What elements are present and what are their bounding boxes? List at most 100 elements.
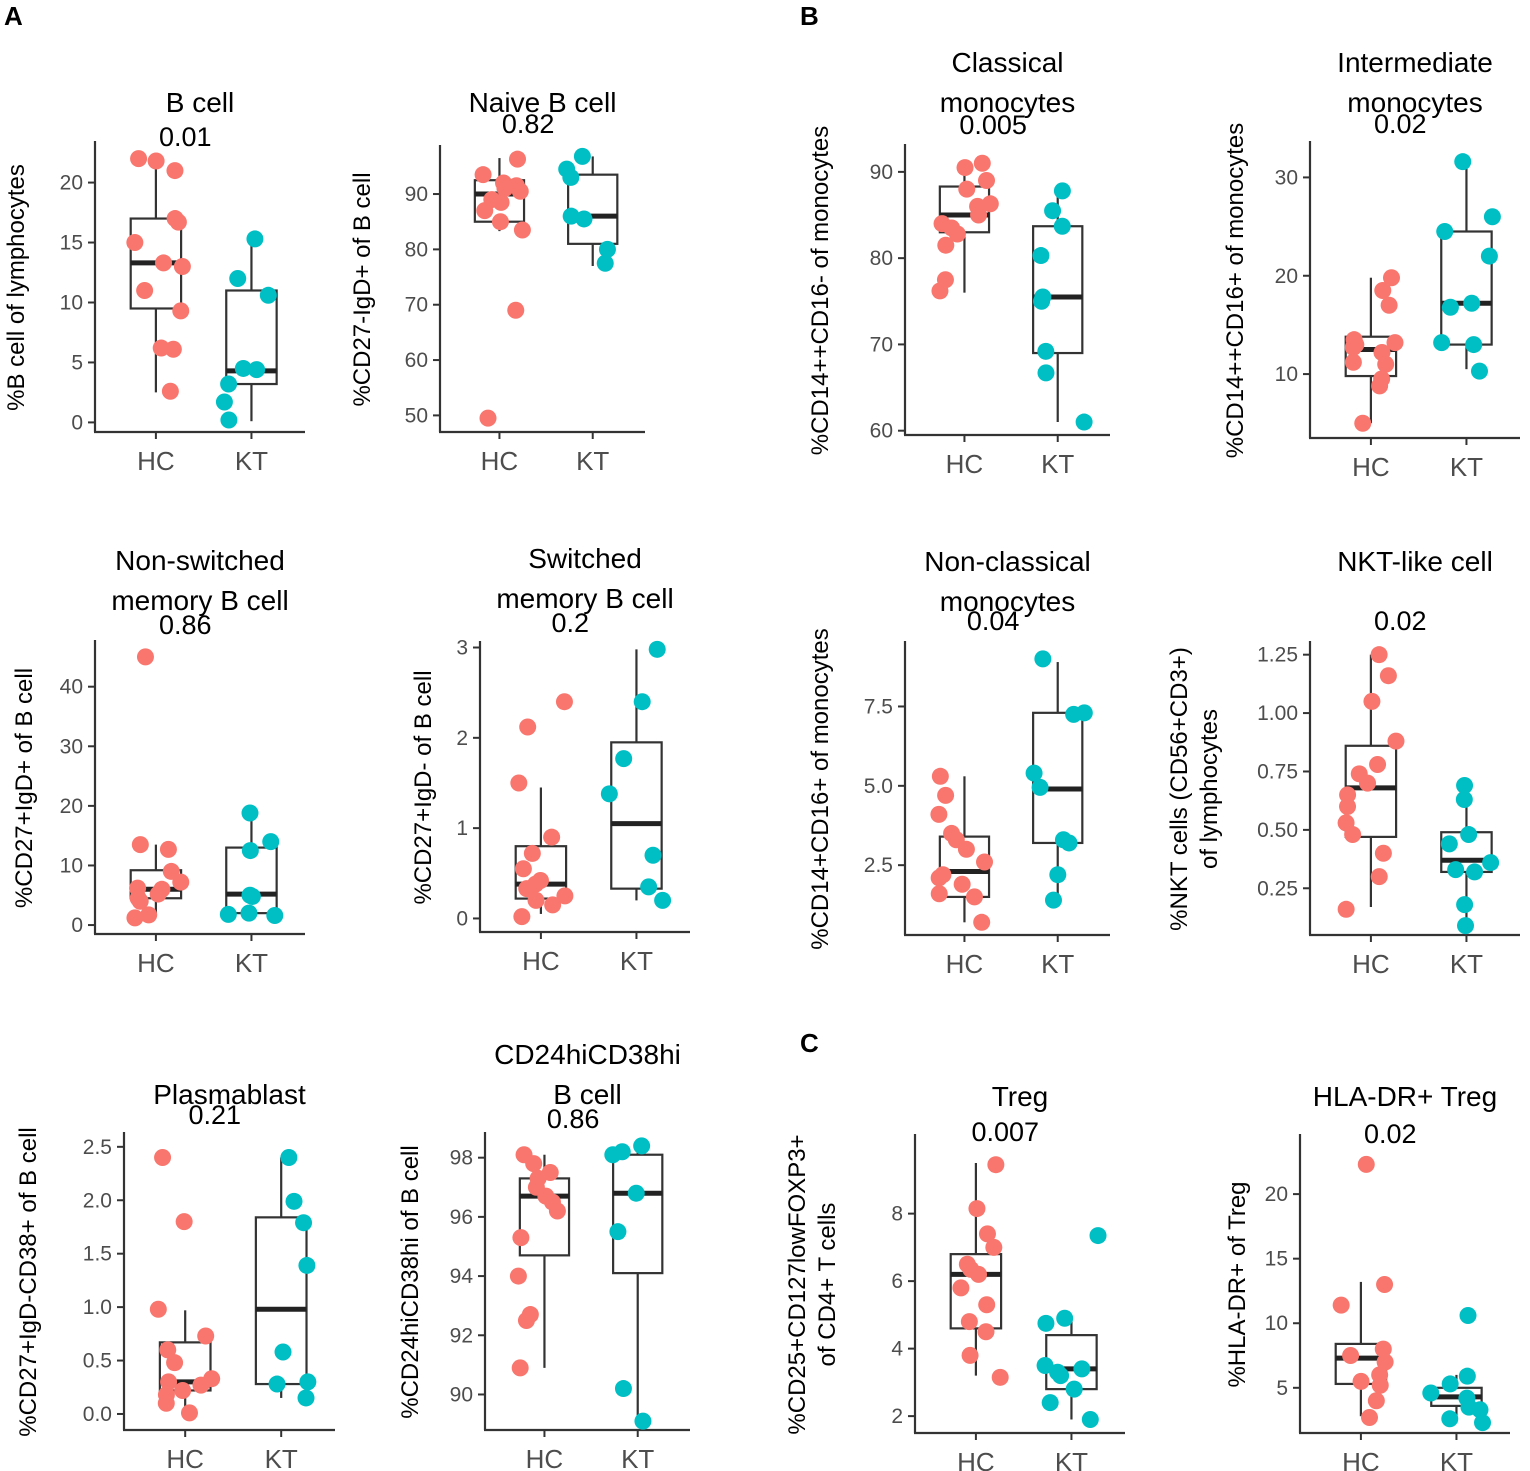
y-tick-label: 94 — [450, 1265, 474, 1288]
y-tick-label: 2.0 — [83, 1189, 112, 1212]
data-point-kt — [1480, 247, 1498, 265]
x-tick-label-kt: KT — [621, 1444, 654, 1471]
data-point-hc — [1382, 269, 1400, 287]
data-point-kt — [1454, 153, 1472, 171]
data-point-kt — [1036, 1357, 1054, 1374]
data-point-hc — [968, 1200, 986, 1218]
y-tick-label: 7.5 — [864, 695, 893, 718]
data-point-kt — [562, 168, 580, 186]
y-axis-label: %CD27+IgD- of B cell — [410, 670, 437, 904]
data-point-hc — [548, 1202, 566, 1220]
data-point-kt — [285, 1192, 303, 1210]
data-point-kt — [1466, 863, 1484, 881]
data-point-kt — [1436, 223, 1454, 240]
data-point-kt — [259, 286, 277, 304]
data-point-hc — [556, 887, 574, 905]
box-kt — [610, 741, 663, 890]
data-point-hc — [511, 1359, 529, 1377]
y-tick-label: 2 — [891, 1405, 903, 1428]
x-tick-label-kt: KT — [265, 1444, 298, 1471]
data-point-hc — [1386, 334, 1404, 352]
y-tick-label: 98 — [450, 1147, 473, 1170]
data-point-kt — [240, 904, 258, 922]
data-point-hc — [1360, 1409, 1378, 1427]
p-value-label: 0.86 — [547, 1104, 600, 1134]
data-point-kt — [604, 1146, 622, 1164]
x-tick-label-hc: HC — [1342, 1447, 1380, 1471]
y-axis-label: %NKT cells (CD56+CD3+) — [1166, 647, 1193, 931]
data-point-hc — [513, 908, 531, 926]
y-tick-label: 0.75 — [1257, 760, 1298, 783]
data-point-hc — [154, 1149, 172, 1167]
data-point-kt — [633, 1137, 651, 1155]
box-kt — [612, 1153, 664, 1275]
data-point-kt — [1474, 1414, 1492, 1432]
data-point-kt — [299, 1373, 317, 1391]
data-point-hc — [1371, 1376, 1389, 1394]
data-point-hc — [527, 891, 545, 909]
p-value-label: 0.21 — [188, 1100, 241, 1130]
y-tick-label: 2.5 — [83, 1136, 112, 1159]
y-axis-label: %CD27-IgD+ of B cell — [349, 172, 376, 406]
data-point-kt — [215, 393, 233, 411]
data-point-hc — [961, 1346, 979, 1364]
p-value-label: 0.2 — [552, 608, 590, 638]
data-point-kt — [248, 361, 266, 379]
data-point-kt — [241, 842, 259, 860]
p-value-label: 0.82 — [502, 109, 555, 139]
data-point-kt — [1441, 1410, 1459, 1428]
data-point-hc — [555, 693, 573, 711]
data-point-hc — [173, 258, 191, 276]
data-point-hc — [523, 844, 541, 862]
data-point-kt — [295, 1214, 313, 1232]
data-point-hc — [514, 860, 532, 878]
data-point-hc — [543, 828, 561, 846]
y-axis-label: %B cell of lymphocytes — [3, 164, 30, 411]
data-point-kt — [1456, 776, 1474, 794]
chart-title: monocytes — [1347, 87, 1482, 118]
data-point-kt — [1471, 1401, 1489, 1419]
x-tick-label-hc: HC — [957, 1447, 995, 1471]
data-point-hc — [970, 206, 988, 224]
data-point-hc — [970, 1265, 988, 1283]
data-point-hc — [1337, 900, 1355, 918]
data-point-hc — [159, 1341, 177, 1359]
chart-title: Plasmablast — [153, 1079, 306, 1110]
y-tick-label: 50 — [405, 404, 428, 427]
data-point-hc — [1352, 1372, 1370, 1390]
y-axis-label: %CD25+CD127lowFOXP3+ — [784, 1134, 811, 1434]
x-tick-label-kt: KT — [1041, 949, 1074, 979]
data-point-kt — [268, 1375, 286, 1393]
y-tick-label: 80 — [870, 247, 893, 270]
y-tick-label: 4 — [891, 1338, 903, 1361]
chart-nkt-like-cell: NKT-like cell 0.02 %NKT cells (CD56+CD3+) o… — [1166, 546, 1520, 979]
data-point-hc — [130, 150, 148, 168]
chart-title: Non-switched — [115, 545, 285, 576]
x-tick-label-kt: KT — [1450, 949, 1483, 979]
data-point-kt — [1034, 650, 1052, 668]
data-point-kt — [246, 230, 264, 248]
data-point-kt — [1459, 1306, 1477, 1324]
chart-title: NKT-like cell — [1337, 546, 1493, 577]
chart-title: B cell — [553, 1079, 621, 1110]
data-point-kt — [1081, 1411, 1099, 1428]
y-tick-label: 0.5 — [83, 1350, 112, 1373]
y-tick-label: 5 — [1276, 1377, 1288, 1400]
x-tick-label-hc: HC — [946, 449, 984, 479]
data-point-hc — [937, 786, 955, 804]
data-point-hc — [1371, 377, 1389, 395]
data-point-kt — [1037, 1314, 1055, 1332]
chart-title: Intermediate — [1337, 47, 1493, 78]
data-point-kt — [1044, 202, 1062, 220]
data-point-kt — [1447, 861, 1465, 879]
data-point-hc — [978, 172, 996, 190]
data-point-hc — [931, 282, 949, 300]
data-point-hc — [991, 1368, 1009, 1386]
y-tick-label: 90 — [405, 183, 428, 206]
data-point-hc — [166, 162, 184, 180]
data-point-kt — [262, 833, 280, 851]
p-value-label: 0.02 — [1374, 109, 1427, 139]
